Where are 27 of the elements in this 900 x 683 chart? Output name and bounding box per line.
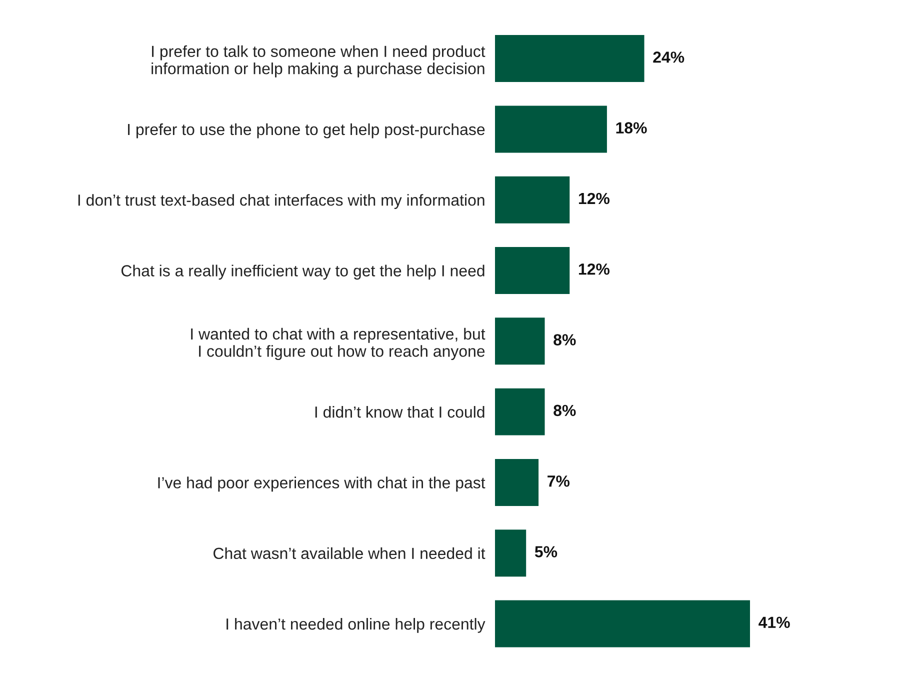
- data-label: 18%: [616, 122, 647, 134]
- y-tick-label: I prefer to talk to someone when I need product information or help making a purchase decision: [152, 45, 486, 78]
- bar: [495, 176, 570, 224]
- data-label: 5%: [534, 546, 558, 558]
- y-tick-label: I prefer to use the phone to get help post-purchase: [128, 123, 485, 138]
- bar: [495, 600, 750, 648]
- bar: [495, 35, 644, 82]
- data-label: 8%: [554, 334, 576, 346]
- y-tick-label: I haven’t needed online help recently: [226, 618, 486, 633]
- data-label: 41%: [758, 616, 790, 628]
- data-label: 8%: [554, 404, 576, 416]
- y-tick-label: I didn’t know that I could: [315, 406, 484, 418]
- y-tick-label: I wanted to chat with a representative, but I couldn’t figure out how to reach anyone: [191, 328, 486, 360]
- y-tick-label: I’ve had poor experiences with chat in the past: [158, 476, 486, 492]
- bar: [495, 458, 539, 506]
- y-tick-label: Chat wasn’t available when I needed it: [214, 547, 486, 560]
- data-label: 24%: [653, 52, 684, 63]
- bar: [495, 106, 607, 153]
- y-tick-label: Chat is a really inefficient way to get the help I need: [121, 264, 484, 280]
- data-label: 12%: [578, 263, 610, 275]
- bar: [495, 530, 526, 577]
- y-tick-label: I don’t trust text-based chat interfaces with my information: [78, 194, 484, 209]
- bar: [495, 318, 545, 365]
- data-label: 7%: [548, 475, 570, 487]
- bar: [495, 388, 545, 436]
- bar: [495, 247, 570, 294]
- data-label: 12%: [578, 192, 610, 204]
